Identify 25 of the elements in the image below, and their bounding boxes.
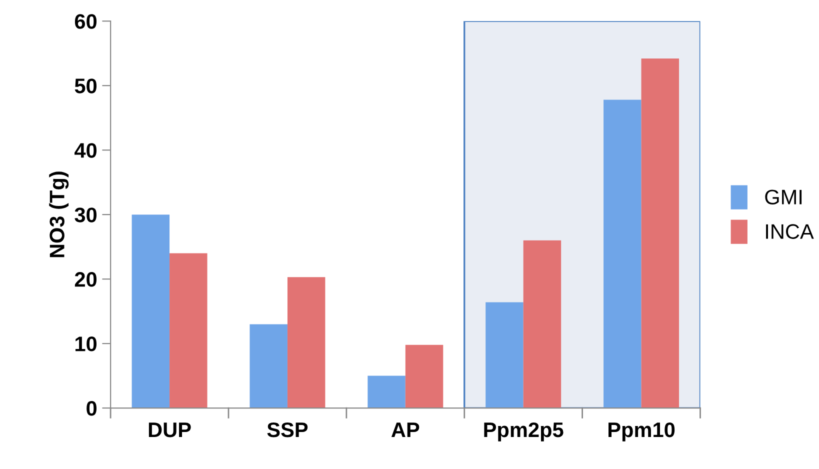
bar xyxy=(132,214,170,408)
y-tick-label: 0 xyxy=(86,401,97,416)
bar xyxy=(641,58,680,408)
legend-label: INCA xyxy=(766,224,814,239)
x-tick-label: Ppm2p5 xyxy=(484,422,564,442)
y-axis-title: NO3 (Tg) xyxy=(49,172,69,258)
bar xyxy=(405,344,444,408)
bar xyxy=(250,324,288,408)
y-tick-label: 60 xyxy=(74,14,97,29)
x-tick-label: Ppm10 xyxy=(608,422,675,442)
bar xyxy=(523,240,562,408)
bar xyxy=(486,302,524,408)
x-tick-label: SSP xyxy=(267,422,308,438)
x-tick-label: DUP xyxy=(148,422,191,438)
y-tick-label: 50 xyxy=(74,78,97,94)
bar xyxy=(287,277,326,408)
y-tick-label: 30 xyxy=(74,208,97,222)
x-tick-label: AP xyxy=(391,422,420,438)
y-tick-label: 20 xyxy=(74,272,97,287)
bar xyxy=(604,100,642,408)
y-tick-label: 40 xyxy=(74,143,97,158)
bar xyxy=(170,253,208,408)
bar xyxy=(368,376,406,408)
legend-label: GMI xyxy=(765,190,802,204)
y-tick-label: 10 xyxy=(76,336,97,352)
